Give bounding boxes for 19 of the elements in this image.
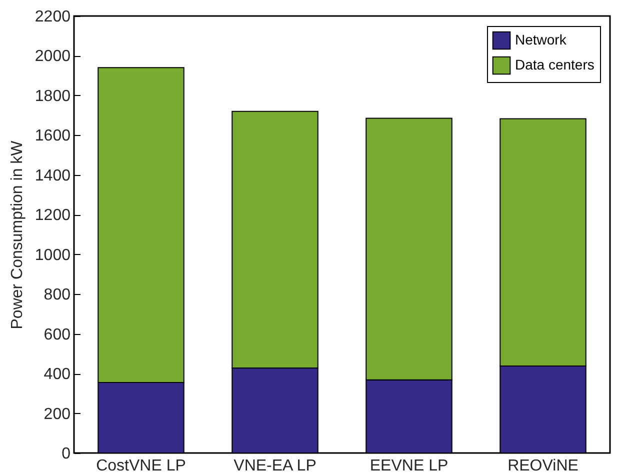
y-tick-label: 2200 <box>34 8 71 26</box>
x-tick-label: CostVNE LP <box>96 458 186 474</box>
legend-label: Network <box>515 32 568 48</box>
y-tick-label: 200 <box>44 406 71 423</box>
x-tick-label: EEVNE LP <box>370 458 448 474</box>
y-tick-label: 0 <box>62 446 71 462</box>
y-tick-label: 2000 <box>34 48 71 66</box>
y-tick-label: 600 <box>44 326 71 344</box>
y-tick-label: 1800 <box>34 88 71 105</box>
legend-label: Data centers <box>515 56 594 72</box>
y-tick-label: 1200 <box>34 207 71 224</box>
y-tick-label: 1000 <box>34 246 71 264</box>
x-tick-label: REOViNE <box>508 458 578 474</box>
y-axis-title: Power Consumption in kW <box>8 140 26 330</box>
x-tick-label: VNE-EA LP <box>234 458 316 474</box>
y-tick-label: 1600 <box>34 128 71 145</box>
y-tick-label: 400 <box>44 366 71 384</box>
y-tick-label: 800 <box>44 286 71 304</box>
y-tick-label: 1400 <box>34 167 71 184</box>
